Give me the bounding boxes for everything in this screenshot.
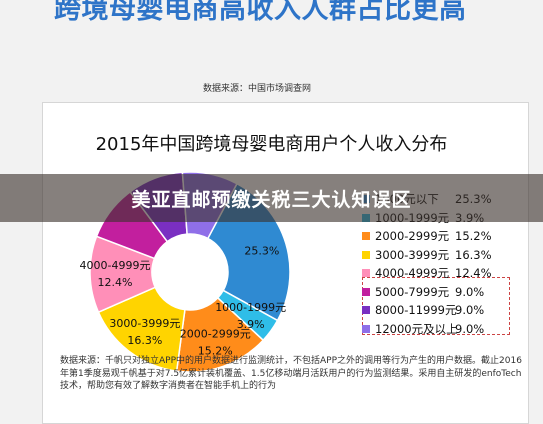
legend-value: 9.0% — [455, 284, 485, 299]
legend-value: 15.2% — [455, 229, 492, 244]
legend-value: 9.0% — [455, 303, 485, 318]
legend-item: 3000-3999元 16.3% — [362, 246, 512, 265]
legend-label: 4000-4999元 — [375, 266, 450, 281]
legend-label: 5000-7999元 — [375, 284, 450, 299]
legend-swatch — [362, 306, 370, 315]
legend-value: 9.0% — [455, 321, 485, 336]
legend-item: 12000元及以上 9.0% — [362, 320, 512, 339]
slice-label: 1000-1999元 3.9% — [215, 301, 286, 331]
legend-label: 3000-3999元 — [375, 247, 450, 262]
legend-swatch — [362, 232, 370, 241]
source-caption: 数据来源：中国市场调查网 — [203, 84, 312, 94]
chart-title: 2015年中国跨境母婴电商用户个人收入分布 — [95, 134, 448, 155]
data-source-note: 数据来源：千帆只对独立APP中的用户数据进行监测统计，不包括APP之外的调用等行… — [60, 356, 522, 391]
legend-value: 12.4% — [455, 266, 492, 281]
legend-swatch — [362, 269, 370, 278]
legend-item: 5000-7999元 9.0% — [362, 283, 512, 302]
legend-highlight-box — [362, 277, 510, 335]
legend-value: 16.3% — [455, 247, 492, 262]
legend-item: 4000-4999元 12.4% — [362, 264, 512, 283]
overlay-banner[interactable]: 美亚直邮预缴关税三大认知误区 — [0, 174, 543, 222]
slice-label: 25.3% — [244, 245, 279, 258]
legend-item: 8000-11999元 9.0% — [362, 301, 512, 320]
slice-label: 3000-3999元 16.3% — [109, 317, 180, 347]
article-headline: 跨境母婴电商高收入人群占比更高 — [54, 0, 467, 25]
legend-swatch — [362, 324, 370, 333]
legend-swatch — [362, 250, 370, 259]
legend-label: 8000-11999元 — [375, 303, 457, 318]
donut-slice — [97, 286, 186, 372]
legend-item: 2000-2999元 15.2% — [362, 227, 512, 246]
slice-label: 4000-4999元 12.4% — [80, 259, 151, 289]
slice-label: 2000-2999元 15.2% — [180, 328, 251, 358]
legend-label: 2000-2999元 — [375, 229, 450, 244]
legend-swatch — [362, 287, 370, 296]
legend-label: 12000元及以上 — [375, 321, 458, 336]
